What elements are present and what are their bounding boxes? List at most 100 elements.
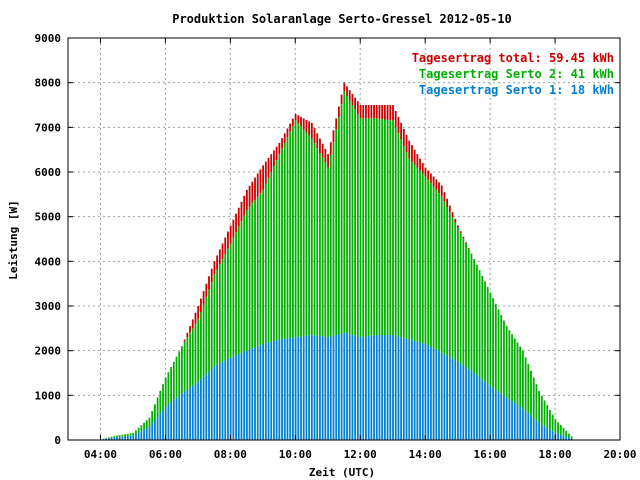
bar-serto2 bbox=[199, 311, 202, 380]
bar-total bbox=[354, 97, 357, 110]
bar-serto1 bbox=[346, 333, 348, 440]
bar-serto1 bbox=[251, 348, 254, 440]
bar-serto1 bbox=[140, 431, 143, 440]
bar-serto2 bbox=[343, 91, 346, 333]
bar-serto1 bbox=[359, 337, 362, 440]
bar-serto2 bbox=[105, 438, 108, 439]
bar-serto2 bbox=[394, 126, 397, 336]
x-tick-label: 06:00 bbox=[149, 448, 182, 461]
bar-serto2 bbox=[124, 434, 127, 437]
bar-total bbox=[362, 105, 365, 119]
bar-serto2 bbox=[262, 189, 265, 344]
bar-serto1 bbox=[183, 391, 186, 440]
bar-total bbox=[462, 236, 465, 239]
bar-serto2 bbox=[429, 183, 432, 347]
bar-serto1 bbox=[153, 419, 156, 440]
bar-serto2 bbox=[107, 437, 110, 439]
bar-serto1 bbox=[448, 357, 451, 440]
bar-serto2 bbox=[202, 304, 205, 377]
bar-serto1 bbox=[354, 335, 357, 440]
bar-serto1 bbox=[527, 413, 530, 440]
bar-serto2 bbox=[337, 116, 340, 335]
bar-serto1 bbox=[227, 358, 229, 440]
bar-serto1 bbox=[402, 338, 405, 440]
bar-serto1 bbox=[126, 436, 129, 440]
bar-serto2 bbox=[216, 269, 219, 365]
bar-serto2 bbox=[113, 436, 116, 438]
bar-total bbox=[465, 242, 467, 244]
bar-serto2 bbox=[191, 328, 194, 386]
bar-total bbox=[446, 198, 449, 207]
bar-serto1 bbox=[440, 352, 443, 440]
bar-serto1 bbox=[194, 383, 197, 440]
bar-serto1 bbox=[175, 397, 178, 440]
bar-serto2 bbox=[324, 162, 327, 337]
bar-serto1 bbox=[535, 420, 538, 440]
bars bbox=[99, 82, 573, 440]
bar-serto2 bbox=[354, 109, 357, 336]
bar-serto2 bbox=[194, 323, 197, 384]
bar-serto1 bbox=[243, 351, 246, 440]
bar-serto1 bbox=[332, 335, 335, 440]
bar-serto1 bbox=[181, 393, 183, 440]
bar-serto1 bbox=[500, 393, 503, 440]
bar-serto2 bbox=[232, 237, 235, 357]
bar-serto2 bbox=[316, 148, 319, 336]
bar-total bbox=[416, 154, 419, 168]
bar-total bbox=[448, 205, 451, 213]
bar-serto2 bbox=[162, 384, 164, 410]
bar-serto2 bbox=[554, 419, 557, 433]
bar-serto1 bbox=[273, 340, 275, 440]
bar-total bbox=[305, 119, 308, 133]
bar-serto2 bbox=[143, 422, 145, 430]
bar-serto1 bbox=[570, 438, 573, 440]
bar-serto1 bbox=[565, 436, 568, 440]
bar-serto2 bbox=[245, 209, 248, 351]
bar-serto2 bbox=[135, 430, 137, 435]
bar-serto1 bbox=[386, 335, 389, 440]
bar-serto2 bbox=[137, 427, 140, 433]
bar-serto2 bbox=[178, 351, 181, 396]
bar-serto2 bbox=[383, 119, 386, 336]
bar-serto1 bbox=[521, 408, 524, 440]
bar-total bbox=[291, 118, 294, 127]
bar-total bbox=[383, 105, 386, 120]
bar-serto2 bbox=[440, 196, 443, 353]
bar-serto2 bbox=[186, 337, 189, 390]
bar-serto2 bbox=[305, 132, 308, 336]
bar-serto1 bbox=[429, 346, 432, 440]
bar-serto1 bbox=[191, 385, 194, 440]
bar-total bbox=[278, 142, 281, 155]
bar-serto1 bbox=[497, 391, 500, 440]
bar-serto1 bbox=[300, 336, 302, 440]
bar-total bbox=[194, 312, 197, 324]
bar-serto1 bbox=[121, 436, 124, 440]
bar-total bbox=[389, 105, 392, 121]
x-tick-label: 20:00 bbox=[603, 448, 636, 461]
bar-serto1 bbox=[335, 335, 338, 440]
bar-total bbox=[310, 122, 313, 139]
bar-serto1 bbox=[275, 340, 278, 440]
bar-serto1 bbox=[110, 438, 113, 440]
bar-serto2 bbox=[562, 427, 565, 436]
bar-serto1 bbox=[416, 341, 419, 440]
bar-total bbox=[300, 116, 302, 127]
legend-entry: Tagesertrag Serto 1: 18 kWh bbox=[419, 83, 614, 97]
bar-total bbox=[227, 231, 229, 249]
bar-total bbox=[297, 115, 300, 124]
bar-serto1 bbox=[505, 397, 508, 440]
bar-serto2 bbox=[535, 384, 538, 421]
bar-serto2 bbox=[408, 158, 411, 340]
bar-serto2 bbox=[481, 275, 484, 380]
bar-serto1 bbox=[457, 361, 459, 440]
bar-total bbox=[294, 113, 297, 121]
bar-serto1 bbox=[208, 371, 210, 440]
bar-serto2 bbox=[438, 193, 440, 352]
bar-serto2 bbox=[448, 212, 451, 358]
bar-total bbox=[373, 105, 375, 119]
y-axis-label: Leistung [W] bbox=[7, 200, 20, 279]
plot-frame bbox=[67, 37, 621, 441]
bar-serto1 bbox=[494, 390, 497, 440]
bar-serto2 bbox=[221, 259, 224, 362]
bar-total bbox=[273, 150, 275, 167]
